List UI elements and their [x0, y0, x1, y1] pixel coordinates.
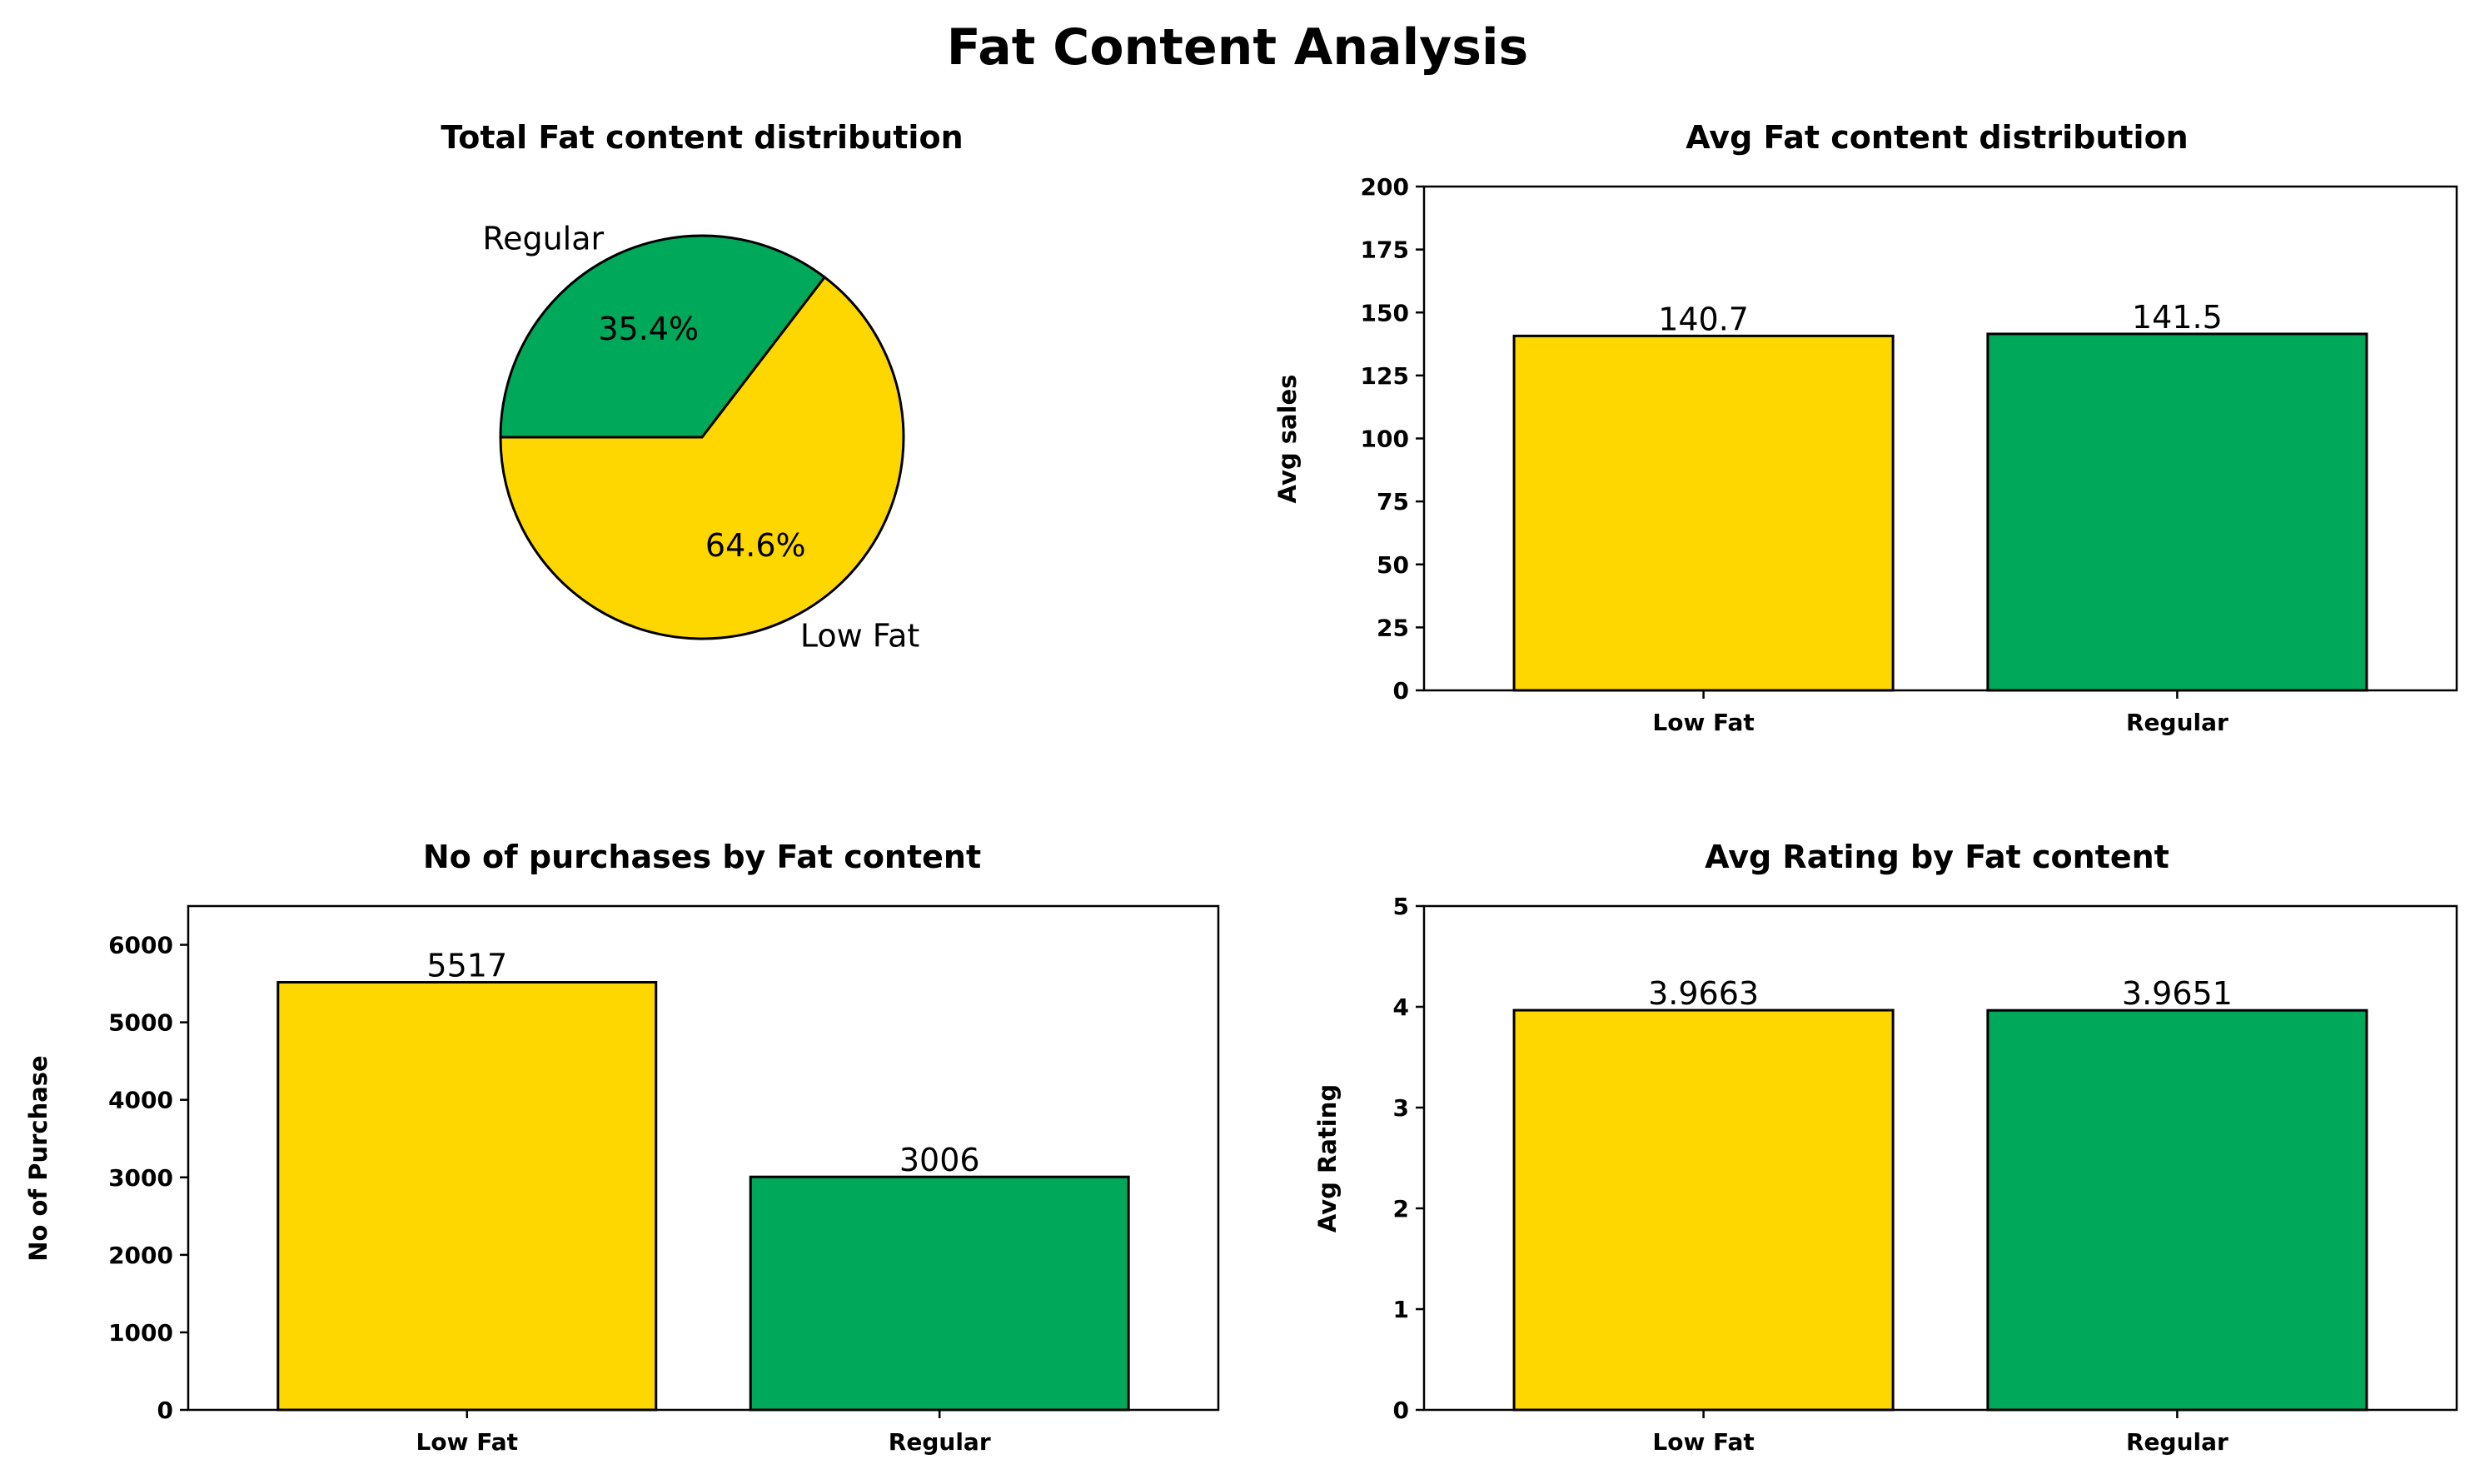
bar-regular: [1986, 1008, 2368, 1412]
purchases-y-axis-label: No of Purchase: [24, 1055, 52, 1261]
x-tick-label-low-fat: Low Fat: [1652, 709, 1754, 736]
y-tick-label: 1000: [108, 1319, 173, 1347]
pie-chart-total-fat: Total Fat content distribution Low Fat 64…: [441, 119, 963, 655]
x-tick-label-regular: Regular: [889, 1428, 991, 1456]
y-tick-label: 25: [1377, 614, 1409, 641]
y-tick-label: 6000: [108, 932, 173, 959]
axes-frame: [187, 904, 1220, 1412]
y-tick-label: 3: [1393, 1094, 1409, 1122]
avg-rating-chart-title: Avg Rating by Fat content: [1705, 839, 2169, 875]
bar-chart-avg-sales: Avg Fat content distribution Avg sales 1…: [1273, 119, 2458, 736]
purchases-chart-title: No of purchases by Fat content: [423, 839, 981, 875]
y-tick-label: 75: [1377, 488, 1409, 515]
avg-sales-chart-title: Avg Fat content distribution: [1686, 119, 2188, 156]
bar-low-fat: [1512, 1008, 1895, 1412]
data-label-regular: 141.5: [2132, 299, 2223, 336]
bar-chart-purchases: No of purchases by Fat content No of Pur…: [24, 839, 1220, 1456]
pie-chart-title: Total Fat content distribution: [441, 119, 963, 156]
y-tick-label: 200: [1361, 173, 1409, 201]
y-tick-label: 100: [1361, 426, 1409, 453]
avg-sales-plot-area: 140.7 Low Fat 141.5 Regular 0 25 50 75 100 125 150…: [1361, 173, 2458, 736]
avg-rating-plot-area: 3.9663 Low Fat 3.9651 Regular 0 1 2 3 4 5: [1393, 893, 2458, 1456]
axes-frame: [1422, 185, 2458, 692]
bar-low-fat: [1512, 334, 1895, 692]
y-tick-label: 0: [1393, 677, 1409, 705]
bar-regular: [1986, 332, 2368, 692]
bar-chart-avg-rating: Avg Rating by Fat content Avg Rating 3.9…: [1313, 839, 2458, 1456]
y-tick-label: 5: [1393, 893, 1409, 920]
data-label-low-fat: 140.7: [1658, 301, 1749, 337]
pie-slice-regular: [499, 234, 827, 439]
y-tick-label: 175: [1361, 237, 1409, 264]
pie-slices: Low Fat 64.6% Regular 35.4%: [482, 220, 919, 654]
pie-label-regular: Regular: [482, 220, 604, 256]
y-tick-label: 4: [1393, 993, 1409, 1021]
y-tick-label: 2000: [108, 1242, 173, 1269]
y-tick-label: 4000: [108, 1087, 173, 1114]
y-tick-label: 2: [1393, 1195, 1409, 1223]
y-tick-label: 50: [1377, 551, 1409, 579]
data-label-regular: 3.9651: [2122, 975, 2233, 1012]
purchases-plot-area: 5517 Low Fat 3006 Regular 0 1000 2000 3000 4000 5…: [108, 904, 1220, 1456]
y-tick-label: 3000: [108, 1164, 173, 1192]
data-label-regular: 3006: [899, 1142, 980, 1178]
axes-frame: [1422, 904, 2458, 1412]
y-tick-label: 1: [1393, 1296, 1409, 1323]
bar-regular: [749, 1175, 1130, 1412]
y-tick-label: 0: [157, 1397, 173, 1424]
avg-rating-y-axis-label: Avg Rating: [1313, 1084, 1342, 1233]
pie-percent-regular: 35.4%: [598, 311, 699, 347]
x-tick-label-low-fat: Low Fat: [1652, 1428, 1754, 1456]
y-tick-label: 150: [1361, 299, 1409, 326]
x-tick-label-regular: Regular: [2126, 1428, 2228, 1456]
pie-label-low-fat: Low Fat: [800, 618, 919, 655]
pie-percent-low-fat: 64.6%: [705, 527, 806, 564]
avg-sales-y-axis-label: Avg sales: [1273, 375, 1302, 504]
data-label-low-fat: 5517: [426, 947, 507, 984]
x-tick-label-regular: Regular: [2126, 709, 2228, 736]
x-tick-label-low-fat: Low Fat: [416, 1428, 518, 1456]
figure-title: Fat Content Analysis: [947, 18, 1528, 77]
data-label-low-fat: 3.9663: [1648, 975, 1759, 1012]
pie-slice-low-fat: [499, 275, 905, 640]
y-tick-label: 0: [1393, 1397, 1409, 1424]
bar-low-fat: [276, 980, 658, 1412]
y-tick-label: 125: [1361, 362, 1409, 390]
y-tick-label: 5000: [108, 1009, 173, 1037]
